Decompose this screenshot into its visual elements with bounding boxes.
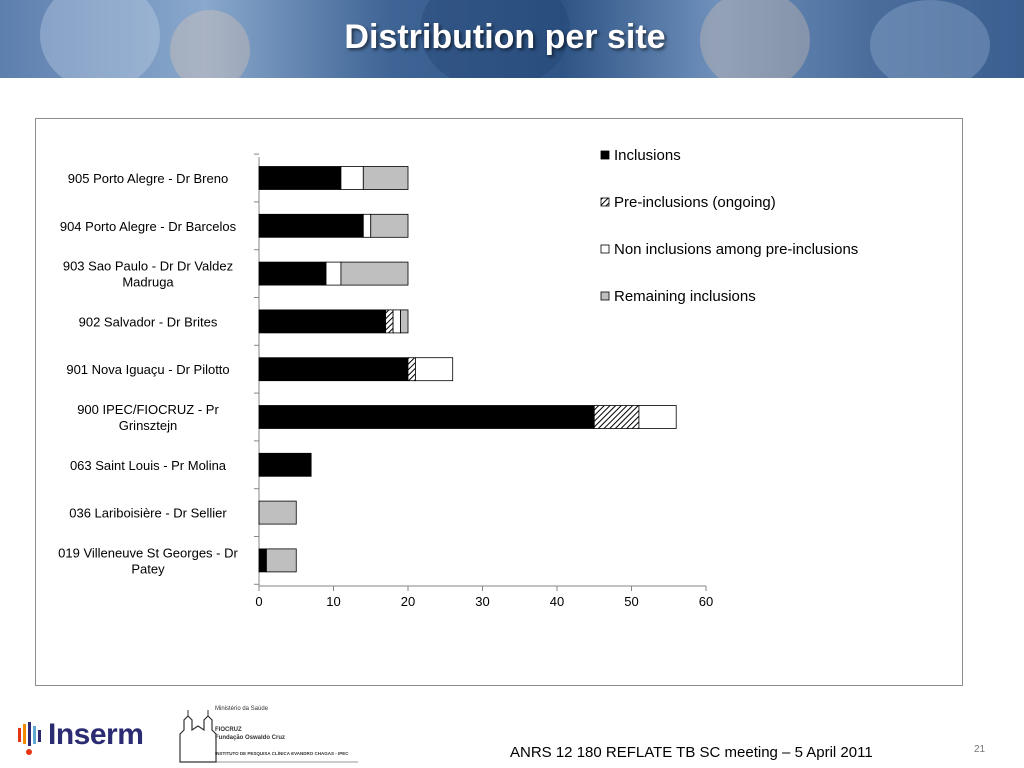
- bar-segment-white: [325, 261, 342, 286]
- legend-swatch: [600, 197, 610, 207]
- inserm-logo-text: Inserm: [48, 718, 144, 751]
- fiocruz-logo-icon: [179, 710, 358, 763]
- x-tick-label: 10: [326, 594, 340, 609]
- stacked-bar-chart: 0 10 20 30 40 50 60 905 Porto Alegre - Dr Breno…: [58, 147, 858, 609]
- chart-frame: 0 10 20 30 40 50 60 905 Porto Alegre - Dr Breno…: [35, 118, 963, 686]
- bar-segment-grey: [362, 166, 409, 190]
- fiocruz-ministry-text: Ministério da Saúde: [215, 706, 269, 712]
- category-label: 902 Salvador - Dr Brites: [79, 314, 218, 329]
- bar-segment-grey: [370, 213, 409, 238]
- category-label: 036 Lariboisière - Dr Sellier: [69, 506, 227, 521]
- x-tick-label: 20: [401, 594, 415, 609]
- x-tick-label: 40: [550, 594, 564, 609]
- bar-segment-hatched: [593, 405, 640, 429]
- bar-segment-solid-black: [258, 452, 312, 477]
- bar-segment-white: [362, 213, 372, 238]
- header-banner: Distribution per site: [0, 0, 1024, 78]
- bar-segment-grey: [266, 548, 297, 573]
- legend-swatch: [600, 150, 610, 160]
- category-label: 063 Saint Louis - Pr Molina: [70, 458, 227, 473]
- legend-swatch: [600, 244, 610, 254]
- bar-segment-solid-black: [258, 309, 387, 334]
- category-label: 901 Nova Iguaçu - Dr Pilotto: [66, 362, 229, 377]
- fiocruz-name-text: FIOCRUZ: [215, 727, 242, 733]
- fiocruz-institute-text: INSTITUTO DE PESQUISA CLÍNICA EVANDRO CH…: [215, 751, 349, 756]
- bar-segment-white: [392, 309, 401, 334]
- category-label: 900 IPEC/FIOCRUZ - Pr Grinsztejn: [77, 402, 219, 433]
- bar-segment-grey: [258, 500, 297, 525]
- slide-title: Distribution per site: [344, 18, 666, 56]
- category-label: 019 Villeneuve St Georges - Dr Patey: [58, 545, 238, 576]
- footer-meeting-text: ANRS 12 180 REFLATE TB SC meeting – 5 Ap…: [510, 744, 873, 761]
- footer: Inserm Ministério da Saúde FIOCRUZ Funda…: [0, 690, 1024, 768]
- bar-segment-solid-black: [258, 166, 342, 190]
- x-tick-label: 0: [255, 594, 262, 609]
- bar-segment-solid-black: [258, 357, 409, 382]
- legend-swatch: [600, 291, 610, 301]
- fiocruz-foundation-text: Fundação Oswaldo Cruz: [215, 735, 286, 741]
- legend-label: Remaining inclusions: [614, 288, 756, 305]
- x-tick-label: 50: [624, 594, 638, 609]
- x-tick-label: 60: [699, 594, 713, 609]
- category-label: 903 Sao Paulo - Dr Dr Valdez Madruga: [63, 259, 233, 290]
- bar-segment-white: [415, 357, 454, 382]
- bar-segment-white: [340, 166, 364, 190]
- bar-segment-solid-black: [258, 405, 595, 429]
- category-label: 905 Porto Alegre - Dr Breno: [68, 171, 228, 186]
- bar-segment-grey: [400, 309, 409, 334]
- bar-segment-hatched: [407, 357, 416, 382]
- bar-segment-solid-black: [258, 213, 364, 238]
- bar-segment-hatched: [385, 309, 394, 334]
- category-label: 904 Porto Alegre - Dr Barcelos: [60, 219, 237, 234]
- bar-segment-white: [638, 405, 677, 429]
- legend-label: Inclusions: [614, 147, 681, 164]
- page-number: 21: [974, 744, 986, 755]
- inserm-logo-icon: [18, 722, 41, 755]
- legend-label: Pre-inclusions (ongoing): [614, 194, 776, 211]
- legend-label: Non inclusions among pre-inclusions: [614, 241, 858, 258]
- x-tick-label: 30: [475, 594, 489, 609]
- bar-segment-solid-black: [258, 548, 267, 573]
- bar-segment-solid-black: [258, 261, 327, 286]
- bar-segment-grey: [340, 261, 409, 286]
